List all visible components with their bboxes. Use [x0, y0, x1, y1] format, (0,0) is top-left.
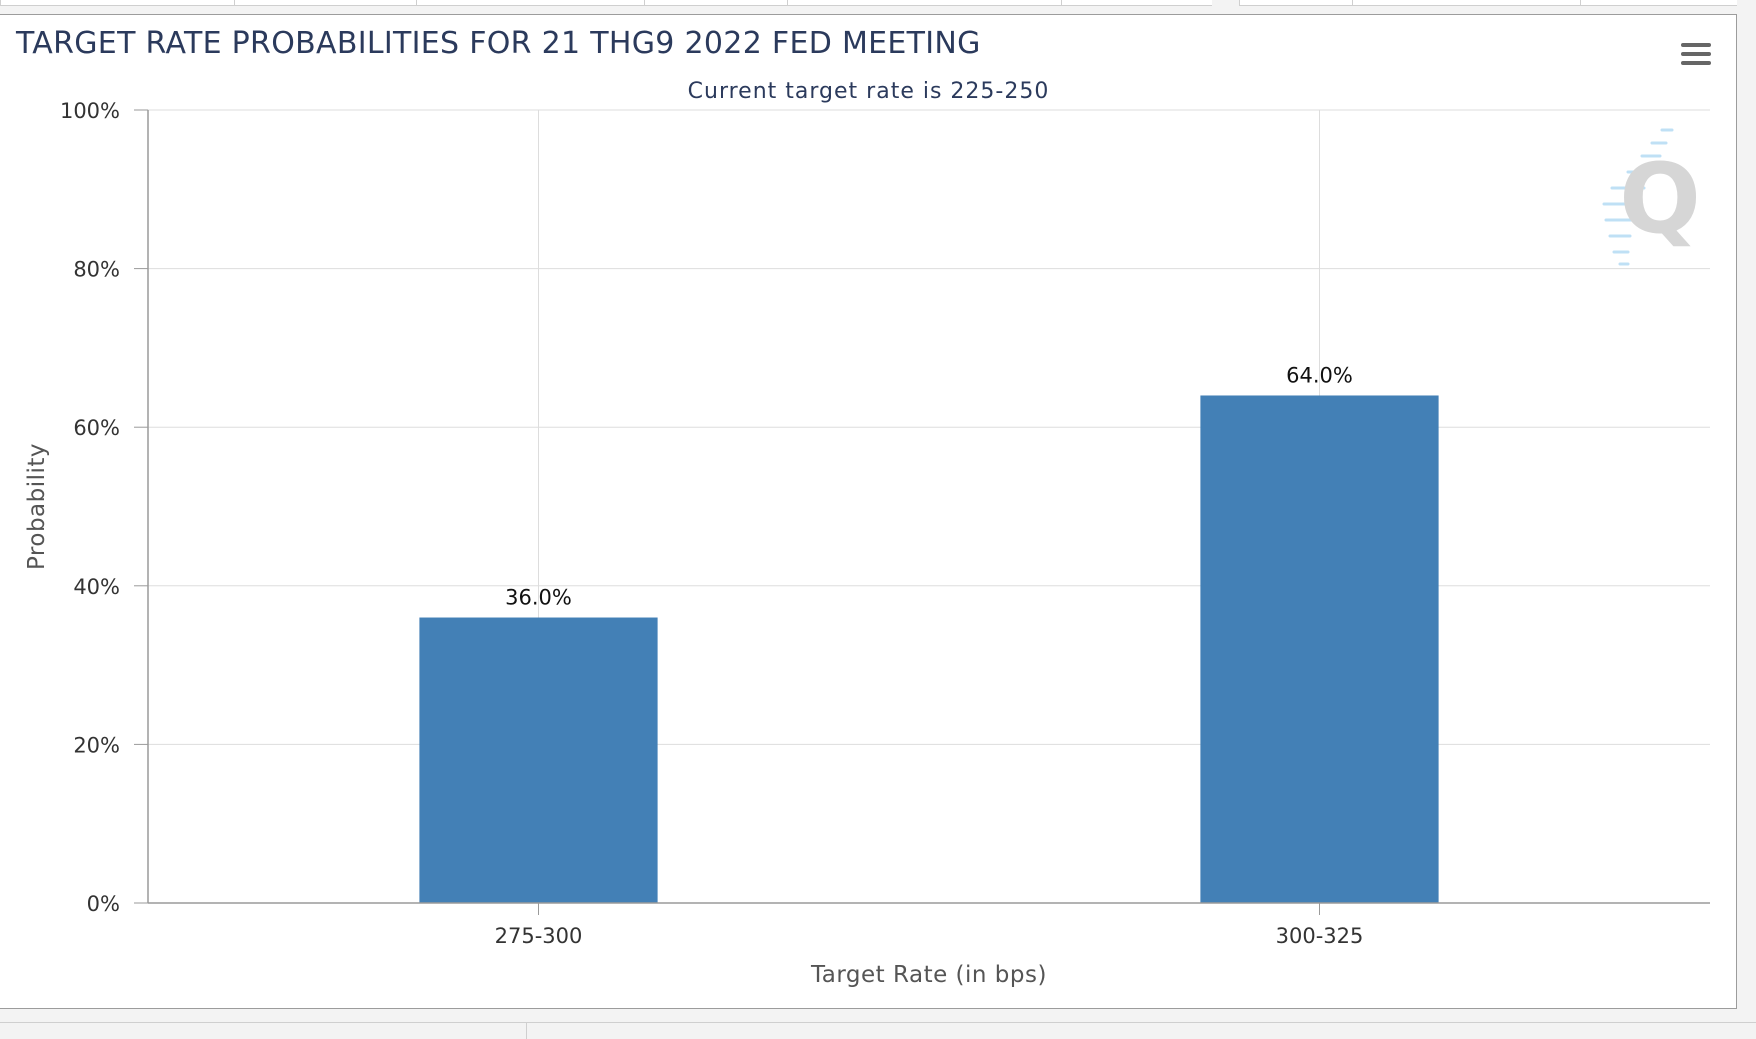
y-tick-label: 40% — [73, 575, 120, 599]
x-axis-title: Target Rate (in bps) — [810, 962, 1047, 988]
chart-panel — [0, 14, 1737, 1009]
y-axis-title: Probability — [24, 443, 50, 570]
top-tab[interactable] — [1580, 0, 1738, 6]
y-tick-label: 80% — [73, 258, 120, 282]
bottom-tab-strip — [0, 1022, 1756, 1039]
bottom-tab-divider — [526, 1023, 527, 1039]
top-tab[interactable] — [416, 0, 645, 6]
x-tick-label: 300-325 — [1276, 924, 1364, 948]
data-label: 36.0% — [505, 586, 572, 610]
top-tab[interactable] — [1239, 0, 1353, 6]
top-tab[interactable] — [644, 0, 788, 6]
bars — [419, 395, 1439, 903]
window-edge — [1737, 0, 1756, 1038]
y-tick-label: 20% — [73, 733, 120, 757]
bar — [1200, 395, 1439, 903]
top-tab[interactable] — [0, 0, 235, 6]
bar — [419, 617, 658, 903]
y-tick-label: 100% — [60, 99, 120, 123]
watermark-logo: Q — [1602, 128, 1701, 266]
hamburger-menu-icon[interactable] — [1676, 38, 1716, 72]
y-tick-label: 0% — [87, 892, 120, 916]
watermark-letter: Q — [1619, 143, 1701, 255]
axes — [134, 109, 1710, 915]
data-label: 64.0% — [1286, 363, 1353, 387]
chart-subtitle: Current target rate is 225-250 — [687, 79, 1050, 104]
top-tab[interactable] — [1352, 0, 1581, 6]
x-tick-label: 275-300 — [495, 924, 583, 948]
chart-title: TARGET RATE PROBABILITIES FOR 21 THG9 20… — [16, 26, 981, 61]
labels: 0% 20% 40% 60% 80% 100% 36.0% 275-300 64.0% 300-3… — [24, 99, 1363, 988]
y-tick-label: 60% — [73, 416, 120, 440]
top-tab-strip — [0, 0, 1756, 12]
top-tab[interactable] — [787, 0, 1062, 6]
top-tab[interactable] — [234, 0, 417, 6]
gridlines — [148, 109, 1710, 903]
top-tab[interactable] — [1061, 0, 1212, 6]
